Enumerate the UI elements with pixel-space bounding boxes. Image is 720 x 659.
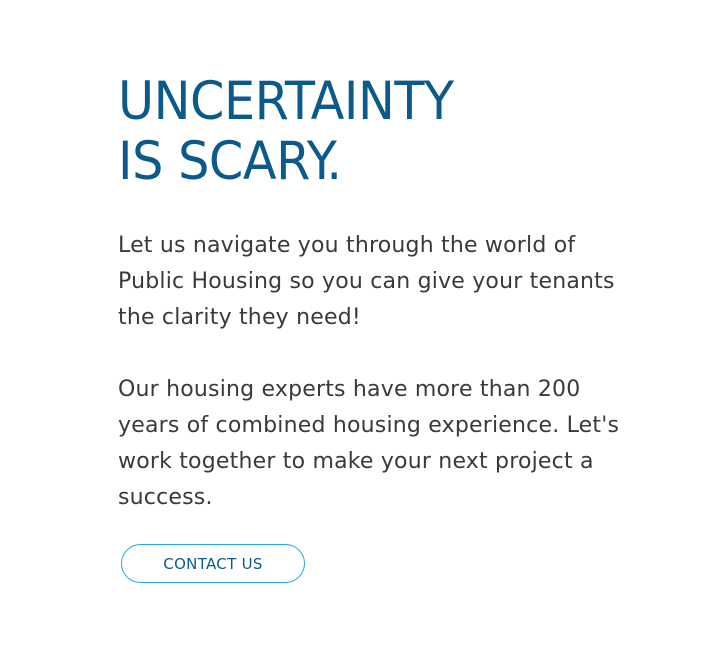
- page-headline: UNCERTAINTY IS SCARY.: [118, 72, 602, 192]
- contact-us-button[interactable]: CONTACT US: [121, 544, 305, 583]
- headline-line-1: UNCERTAINTY: [118, 71, 454, 132]
- content-section: UNCERTAINTY IS SCARY. Let us navigate yo…: [118, 72, 638, 516]
- experience-paragraph: Our housing experts have more than 200 y…: [118, 377, 620, 510]
- headline-line-2: IS SCARY.: [118, 131, 342, 192]
- intro-paragraph: Let us navigate you through the world of…: [118, 233, 615, 330]
